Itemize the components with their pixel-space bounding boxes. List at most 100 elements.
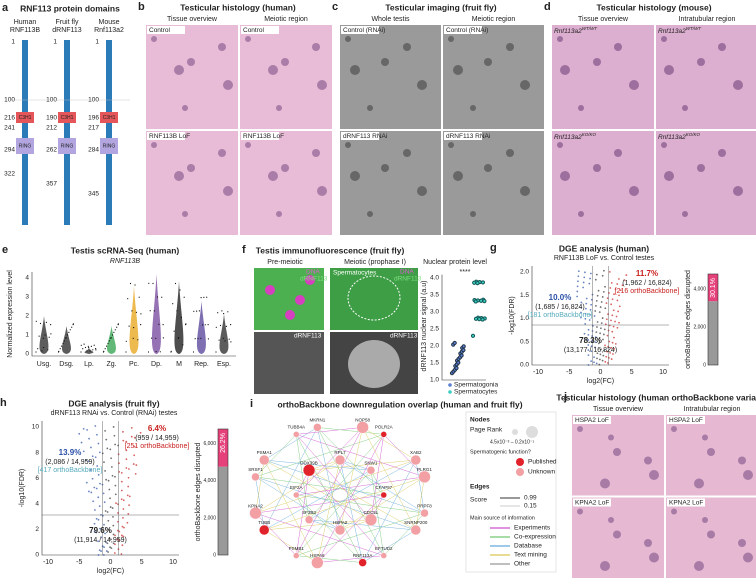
node [380, 552, 387, 559]
point [48, 336, 50, 338]
cell [350, 65, 360, 75]
label-bg [667, 416, 705, 424]
point [117, 323, 119, 325]
text: Text mining [514, 552, 547, 559]
legend-swatch [448, 383, 452, 387]
text: NOP58 [355, 418, 370, 423]
cell [276, 211, 282, 217]
node [364, 513, 378, 526]
point [482, 299, 487, 304]
label: Rnf113a2 [658, 28, 686, 35]
text: RING [19, 143, 32, 149]
cell [506, 149, 514, 157]
point [610, 319, 612, 322]
text: dRNF113 RNAi [343, 133, 387, 140]
text: e [2, 244, 8, 256]
text: RNF113 protein domains [20, 3, 120, 13]
text: RING [103, 143, 116, 149]
node [293, 431, 300, 438]
point [475, 281, 480, 286]
point [587, 328, 590, 331]
point [603, 328, 606, 331]
point [133, 327, 135, 329]
point [596, 352, 599, 355]
point [155, 351, 157, 353]
text: Zg. [106, 361, 116, 368]
point [623, 279, 626, 282]
text: M [176, 361, 182, 368]
label-bg [241, 132, 279, 140]
point [116, 529, 119, 532]
point [580, 301, 583, 304]
text: 345 [88, 191, 99, 198]
text: Lp. [84, 361, 94, 368]
node [356, 421, 369, 434]
label-bg [573, 498, 611, 507]
text: 4,000 [203, 478, 216, 484]
point [133, 445, 136, 448]
point [71, 326, 73, 328]
axis [441, 274, 486, 381]
bar-segment [708, 301, 718, 365]
cell [448, 142, 454, 148]
cell [738, 539, 746, 547]
point [461, 344, 466, 349]
text: Experiments [514, 525, 551, 532]
point [72, 323, 74, 325]
point [603, 269, 605, 272]
cell [367, 105, 373, 111]
text: 100 [4, 97, 15, 104]
text: PLRG1 [417, 467, 432, 472]
point [102, 554, 105, 556]
point [610, 358, 613, 360]
edge [362, 529, 416, 563]
point [602, 333, 605, 336]
nucleus [348, 340, 400, 388]
point [610, 303, 613, 306]
point [116, 538, 119, 541]
point [99, 527, 101, 530]
cell [470, 211, 476, 217]
point [603, 349, 606, 352]
text: 2.0 [430, 343, 439, 350]
bar-segment [218, 466, 228, 555]
point [480, 280, 485, 285]
point [69, 329, 71, 331]
point [114, 475, 116, 478]
text: DNA [400, 269, 414, 276]
node [420, 508, 429, 518]
image [552, 131, 654, 235]
point [95, 531, 98, 534]
label-bg [341, 132, 379, 140]
edge [296, 512, 425, 556]
text: 3.5 [430, 292, 439, 299]
point [230, 341, 232, 343]
text: HSPA2 LoF [575, 417, 609, 424]
point [42, 337, 44, 339]
point [612, 309, 615, 312]
cell [218, 43, 226, 51]
point [97, 473, 100, 476]
edge [255, 476, 341, 531]
cell [671, 508, 677, 515]
axis [31, 272, 236, 357]
domain [58, 138, 76, 154]
cell [484, 164, 492, 172]
point [90, 345, 92, 347]
point [122, 535, 125, 538]
edge [255, 459, 265, 514]
point [594, 336, 597, 339]
point [217, 312, 219, 314]
text: RNF113B LoF [243, 133, 284, 140]
point [103, 546, 105, 549]
point [604, 323, 607, 326]
text: 262 [46, 147, 57, 154]
point [59, 348, 61, 350]
point [96, 465, 99, 467]
point [616, 283, 619, 285]
text: 2,000 [693, 324, 706, 330]
point [610, 346, 613, 349]
point [112, 524, 115, 527]
text: -5 [566, 369, 572, 376]
edge [264, 459, 318, 563]
